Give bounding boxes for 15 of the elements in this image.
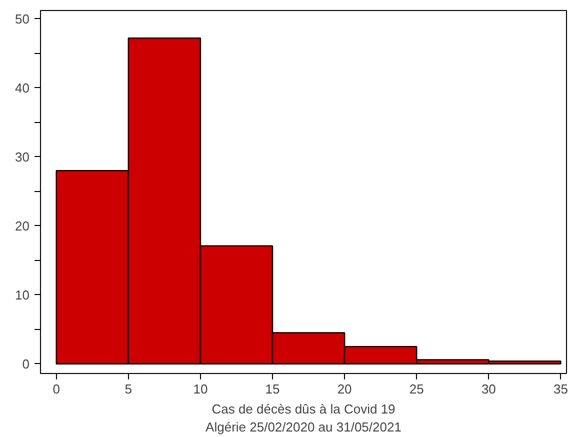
y-tick-label: 20	[15, 218, 30, 234]
x-tick-label: 35	[554, 382, 568, 396]
x-axis-title: Cas de décès dûs à la Covid 19 Algérie 25/02/2020 au 31/05/2021	[206, 402, 402, 434]
x-tick-label: 15	[265, 382, 280, 396]
x-tick-label: 10	[193, 382, 208, 396]
x-tick-label: 0	[52, 382, 60, 396]
x-tick-label: 5	[124, 382, 132, 396]
x-tick-label: 25	[409, 382, 424, 396]
x-tick-label: 30	[481, 382, 496, 396]
x-tick-label: 20	[337, 382, 352, 396]
y-tick-label: 10	[15, 287, 30, 302]
y-tick-label: 50	[15, 11, 30, 26]
y-tick-label: 30	[15, 149, 30, 164]
y-tick-label: 40	[15, 80, 30, 96]
y-tick-label: 0	[22, 356, 30, 372]
